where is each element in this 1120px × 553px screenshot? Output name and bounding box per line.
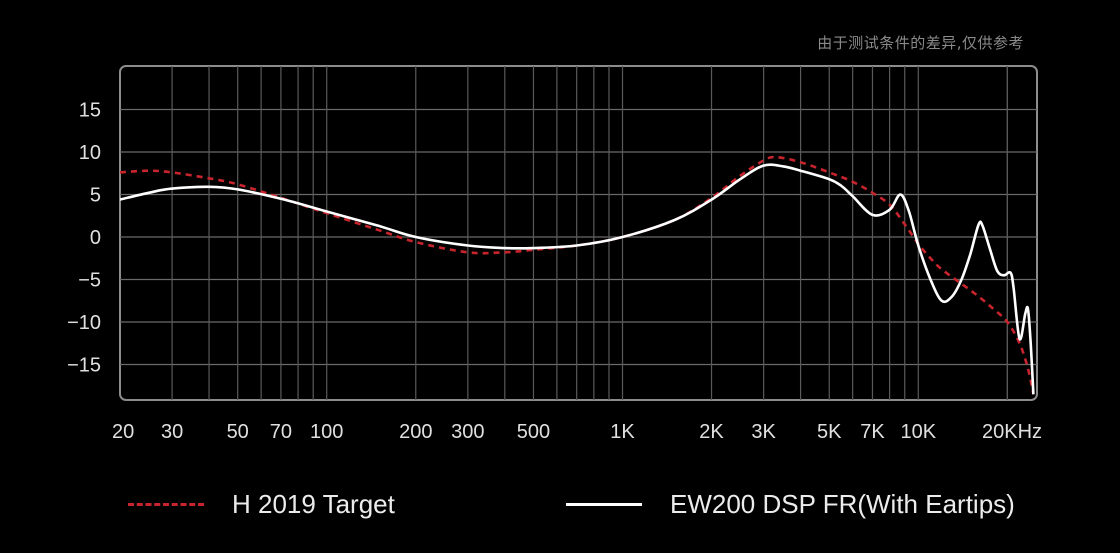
y-tick-label: 10: [79, 142, 101, 164]
legend-item-measured: EW200 DSP FR(With Eartips): [566, 482, 1015, 526]
x-tick-label: 5K: [817, 421, 842, 443]
series-line-measured: [120, 163, 1035, 395]
plot-frame: [119, 65, 1038, 401]
legend-item-target: H 2019 Target: [128, 482, 395, 526]
x-tick-label: 50: [227, 421, 249, 443]
x-tick-label: 2K: [699, 421, 724, 443]
x-tick-label: 500: [517, 421, 550, 443]
x-tick-label: 30: [161, 421, 183, 443]
x-tick-label: 10K: [900, 421, 936, 443]
legend-label-target: H 2019 Target: [232, 488, 395, 519]
y-tick-label: −5: [78, 270, 101, 292]
x-tick-label: 200: [399, 421, 432, 443]
x-tick-label: 20: [112, 421, 134, 443]
x-tick-label: 1K: [610, 421, 635, 443]
x-tick-label: 300: [451, 421, 484, 443]
x-tick-labels: 20 30 50 70 100 200 300 500 1K 2K 3K 5K 7K 10K 20KHz: [112, 421, 1042, 443]
y-tick-label: 5: [90, 185, 101, 207]
legend: H 2019 Target EW200 DSP FR(With Eartips): [0, 482, 1120, 526]
x-tick-label: 70: [270, 421, 292, 443]
y-tick-label: −10: [67, 312, 101, 334]
legend-swatch-solid-white: [566, 502, 642, 506]
disclaimer-note: 由于测试条件的差异,仅供参考: [817, 34, 1024, 52]
grid: [119, 65, 1038, 401]
legend-swatch-dashed-red: [128, 502, 204, 506]
x-tick-label: 7K: [860, 421, 885, 443]
x-tick-label: 3K: [751, 421, 776, 443]
y-tick-label: 0: [90, 227, 101, 249]
series-layer: [120, 155, 1035, 395]
y-tick-label: 15: [79, 100, 101, 122]
y-tick-labels: 15 10 5 0 −5 −10 −15: [67, 100, 101, 377]
x-tick-label: 20KHz: [982, 421, 1042, 443]
x-tick-label: 100: [310, 421, 343, 443]
y-tick-label: −15: [67, 355, 101, 377]
legend-label-measured: EW200 DSP FR(With Eartips): [670, 488, 1015, 519]
